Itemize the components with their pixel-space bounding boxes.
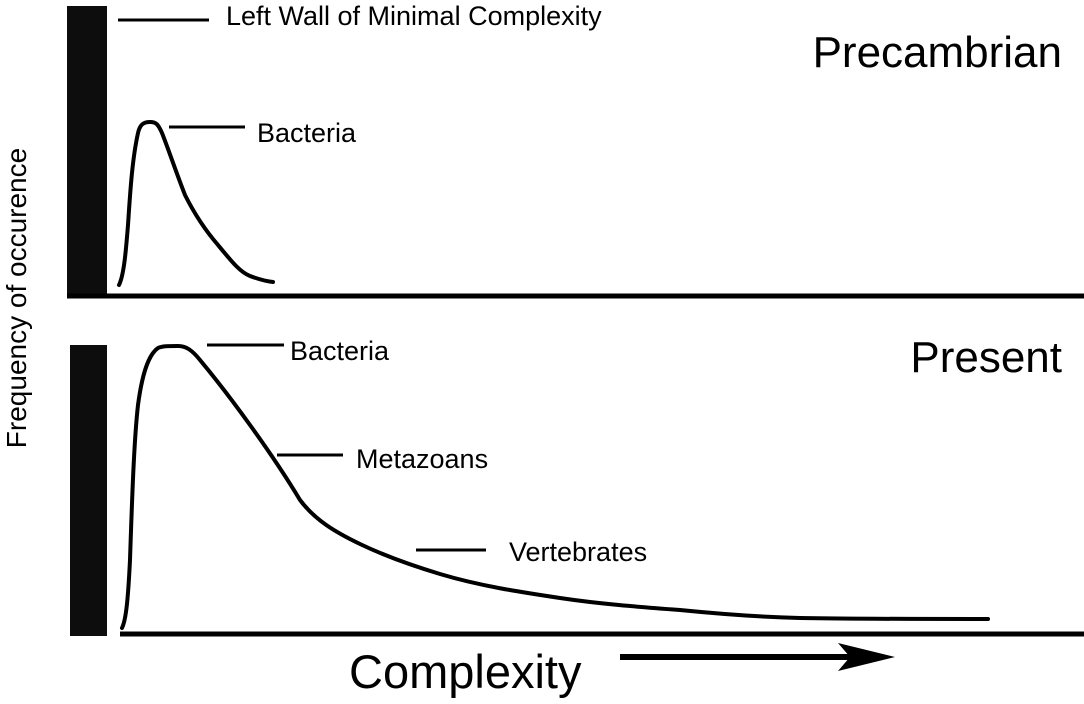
vertebrates-label: Vertebrates bbox=[509, 537, 647, 567]
bacteria-label-bottom: Bacteria bbox=[290, 336, 390, 366]
era-label-precambrian: Precambrian bbox=[813, 28, 1062, 77]
left-wall-bottom bbox=[70, 345, 107, 636]
y-axis-label: Frequency of occurence bbox=[1, 148, 32, 448]
wall-label: Left Wall of Minimal Complexity bbox=[226, 1, 602, 31]
metazoans-label: Metazoans bbox=[356, 444, 488, 474]
bacteria-label-top: Bacteria bbox=[257, 118, 357, 148]
era-label-present: Present bbox=[910, 333, 1062, 382]
curve-precambrian bbox=[117, 120, 275, 287]
left-wall-top bbox=[67, 6, 107, 297]
curve-present bbox=[120, 344, 990, 630]
complexity-arrow-icon bbox=[620, 643, 895, 671]
x-axis-label: Complexity bbox=[349, 645, 582, 698]
